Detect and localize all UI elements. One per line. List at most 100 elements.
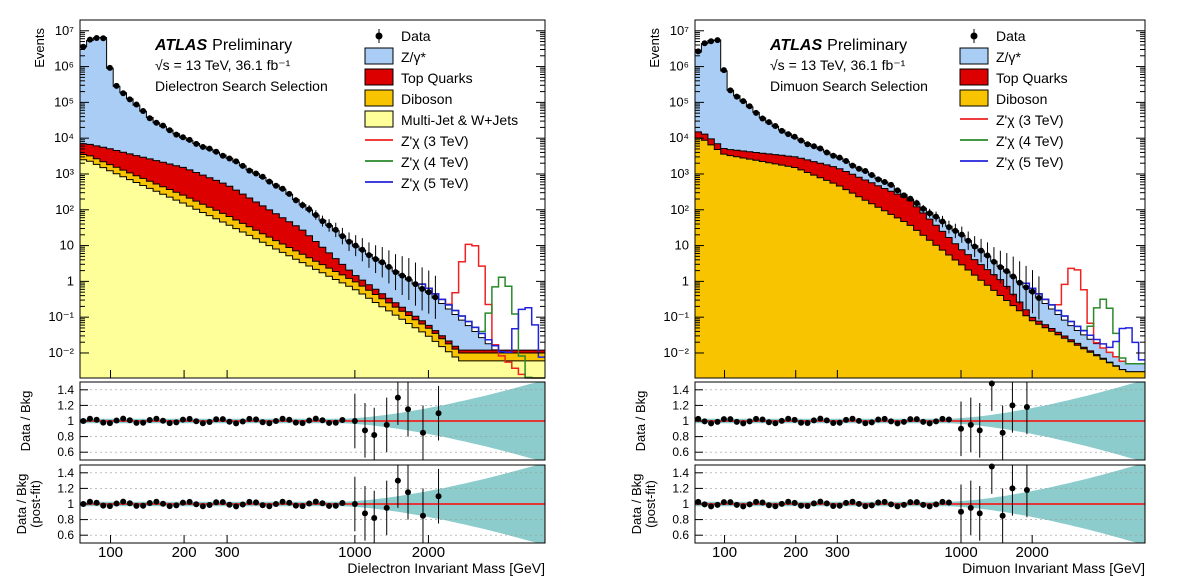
ratio-y-tick-label: 1.2: [672, 481, 689, 495]
data-point: [881, 178, 888, 185]
data-point: [106, 64, 113, 71]
y-tick-label: 10⁻¹: [663, 309, 689, 324]
y-tick-label: 10: [675, 238, 689, 253]
atlas-label: ATLAS: [769, 37, 822, 54]
ratio-point: [701, 501, 708, 508]
data-point: [253, 170, 260, 177]
ratio-ylabel-line: Data / Bkg: [14, 474, 29, 535]
legend-entry: Z'χ (5 TeV): [960, 154, 1064, 170]
legend-entry: Z/γ*: [364, 47, 426, 65]
ratio-point: [913, 416, 920, 423]
ratio-point: [810, 417, 817, 424]
ratio-point: [259, 502, 266, 509]
data-point: [823, 149, 830, 156]
ratio-point: [888, 501, 895, 508]
y-tick-label: 10²: [55, 202, 74, 217]
data-point: [432, 294, 439, 301]
ratio-point: [259, 419, 266, 426]
data-point: [913, 200, 920, 207]
data-point: [233, 158, 240, 165]
ratio-point: [855, 500, 862, 507]
ratio-point: [133, 419, 140, 426]
ratio-point: [798, 502, 805, 509]
ratio-y-tick-label: 1.2: [57, 398, 74, 412]
ratio-point: [868, 502, 875, 509]
x-tick-label: 1000: [338, 544, 371, 561]
data-point: [133, 101, 140, 108]
data-point: [239, 162, 246, 169]
ratio-point: [266, 503, 273, 510]
ratio-point: [206, 501, 213, 508]
legend-entry: Top Quarks: [364, 68, 473, 86]
ratio-point: [193, 501, 200, 508]
data-point: [720, 67, 727, 74]
ratio-point: [913, 499, 920, 506]
ratio-point: [765, 502, 772, 509]
ratio-point: [855, 417, 862, 424]
ratio-point: [759, 499, 766, 506]
data-point: [146, 115, 153, 122]
ratio-point: [292, 502, 299, 509]
ratio-point: [435, 410, 442, 417]
data-point: [1023, 284, 1030, 291]
ratio-y-tick-label: 1: [67, 414, 74, 428]
y-tick-label: 10⁻²: [48, 345, 74, 360]
ratio-point: [319, 500, 326, 507]
data-point: [126, 96, 133, 103]
data-point: [920, 205, 927, 212]
x-axis-label: Dielectron Invariant Mass [GeV]: [347, 560, 545, 576]
ratio-y-tick-label: 0.8: [672, 513, 689, 527]
data-point: [193, 140, 200, 147]
y-tick-label: 10⁷: [670, 23, 689, 38]
stack-multi-jet-w-jets: [79, 159, 546, 379]
ratio-point: [810, 500, 817, 507]
ratio-point: [843, 499, 850, 506]
data-point: [405, 275, 412, 282]
ratio-point: [113, 417, 120, 424]
ratio-point: [701, 418, 708, 425]
ratio-point: [173, 419, 180, 426]
data-point: [279, 185, 286, 192]
legend-swatch: [959, 47, 989, 65]
ratio-point: [753, 498, 760, 505]
ratio-point: [945, 416, 952, 423]
ratio-point: [371, 432, 378, 439]
ratio-point: [146, 500, 153, 507]
data-point: [173, 131, 180, 138]
legend-label: Diboson: [996, 91, 1047, 107]
legend-label: Z/γ*: [996, 49, 1021, 65]
ratio-ylabel: Data / Bkg(post-fit): [14, 474, 43, 535]
data-point: [379, 259, 386, 266]
data-point: [385, 263, 392, 270]
ratio-point: [179, 499, 186, 506]
ratio-y-tick-label: 0.8: [57, 430, 74, 444]
legend-entry: Z/γ*: [959, 47, 1021, 65]
ratio-point: [219, 499, 226, 506]
data-point: [714, 37, 721, 44]
ratio-point: [708, 420, 715, 427]
atlas-label-line: ATLAS Preliminary: [769, 37, 907, 54]
data-point: [1003, 268, 1010, 275]
ratio-point: [967, 504, 974, 511]
data-point: [153, 119, 160, 126]
ratio-ylabel-line: Data / Bkg: [633, 391, 648, 452]
ratio-point: [213, 499, 220, 506]
ratio-point: [759, 416, 766, 423]
data-point: [907, 195, 914, 202]
data-point: [965, 237, 972, 244]
ratio-y-tick-label: 0.6: [672, 445, 689, 459]
energy-lumi-label: √s = 13 TeV, 36.1 fb⁻¹: [155, 57, 291, 73]
ratio-point: [778, 500, 785, 507]
data-point: [862, 168, 869, 175]
ratio-y-tick-label: 0.6: [57, 445, 74, 459]
ratio-y-tick-label: 1.2: [57, 481, 74, 495]
ratio-point: [830, 503, 837, 510]
data-point: [206, 145, 213, 152]
legend-label: Multi-Jet & W+Jets: [401, 112, 518, 128]
y-tick-label: 10⁶: [54, 59, 74, 74]
legend-entry: Z'χ (4 TeV): [365, 154, 469, 170]
y-tick-label: 10⁷: [55, 23, 74, 38]
ratio-point: [351, 418, 358, 424]
data-point: [785, 131, 792, 138]
ratio-point: [299, 420, 306, 427]
